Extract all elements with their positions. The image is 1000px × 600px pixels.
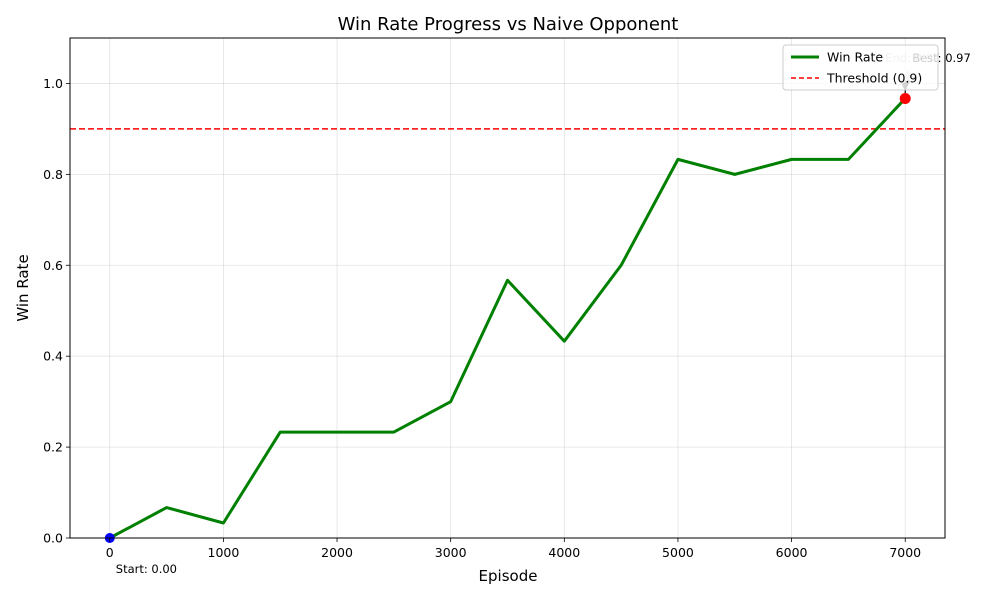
x-tick-label: 3000	[435, 545, 467, 560]
tick-layer: 0 1000 2000 3000 4000 5000 6000 7000 0.0 0.2 0.4 0.…	[43, 76, 921, 560]
x-tick-label: 1000	[208, 545, 240, 560]
legend-box	[782, 44, 939, 91]
x-axis-label: Episode	[479, 567, 538, 585]
legend-label-win-rate: Win Rate	[827, 50, 883, 65]
plot-frame	[69, 37, 946, 539]
legend: Win Rate Threshold (0.9)	[782, 44, 939, 91]
y-tick-label: 1.0	[43, 76, 63, 91]
start-annotation: Start: 0.00	[116, 562, 177, 576]
best-marker	[899, 92, 911, 104]
legend-label-threshold: Threshold (0.9)	[826, 71, 922, 86]
y-axis-label: Win Rate	[14, 254, 32, 321]
x-tick-label: 0	[106, 545, 114, 560]
y-tick-label: 0.8	[43, 167, 63, 182]
x-tick-label: 2000	[321, 545, 353, 560]
x-tick-label: 7000	[889, 545, 921, 560]
x-tick-label: 4000	[548, 545, 580, 560]
y-tick-label: 0.6	[43, 258, 63, 273]
y-tick-label: 0.0	[43, 531, 63, 546]
series-line-win-rate	[109, 97, 907, 540]
y-tick-label: 0.4	[43, 349, 63, 364]
y-tick-label: 0.2	[43, 440, 63, 455]
x-tick-label: 5000	[662, 545, 694, 560]
series-layer	[109, 97, 907, 540]
chart-title: Win Rate Progress vs Naive Opponent	[338, 14, 679, 35]
x-tick-label: 6000	[776, 545, 808, 560]
